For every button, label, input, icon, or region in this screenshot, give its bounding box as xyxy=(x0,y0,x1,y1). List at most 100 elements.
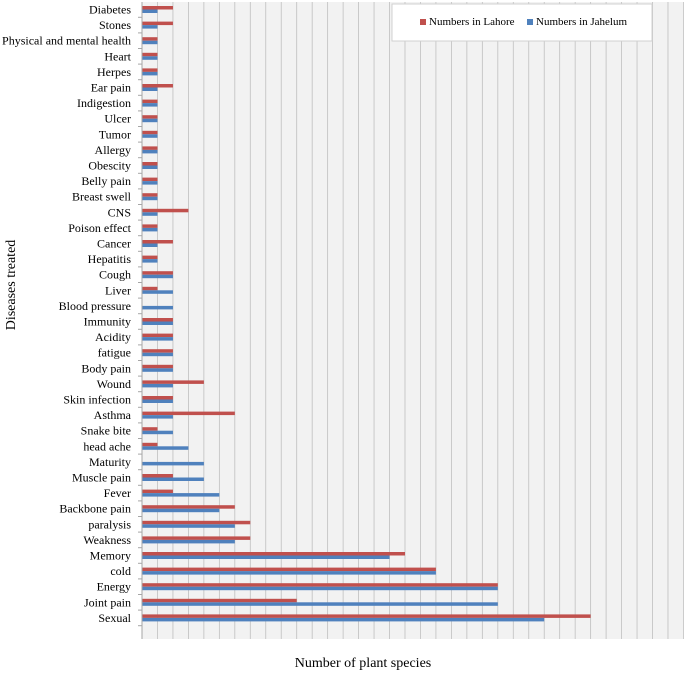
bar-jahelum xyxy=(142,430,173,435)
bar-lahore xyxy=(142,614,591,618)
bar-jahelum xyxy=(142,40,158,45)
legend-box xyxy=(391,3,653,42)
bar-lahore xyxy=(142,474,173,478)
bar-lahore xyxy=(142,115,158,119)
bar-lahore xyxy=(142,208,189,213)
category-label: Energy xyxy=(97,580,131,594)
category-label: paralysis xyxy=(88,517,131,531)
bar-lahore xyxy=(142,52,158,57)
bar-lahore xyxy=(142,489,173,494)
category-label: Ulcer xyxy=(104,112,131,126)
category-label: Sexual xyxy=(98,611,131,625)
bar-lahore xyxy=(142,84,173,88)
bar-lahore xyxy=(142,583,498,587)
bar-lahore xyxy=(142,505,235,509)
bar-lahore xyxy=(142,130,158,135)
bar-jahelum xyxy=(142,212,158,216)
category-label: Obescity xyxy=(88,159,131,173)
bar-jahelum xyxy=(142,9,158,13)
bar-lahore xyxy=(142,333,173,338)
bar-jahelum xyxy=(142,493,220,497)
bar-jahelum xyxy=(142,71,158,76)
bar-lahore xyxy=(142,224,158,228)
bar-lahore xyxy=(142,598,297,603)
bar-lahore xyxy=(142,255,158,260)
bar-jahelum xyxy=(142,602,498,606)
bar-jahelum xyxy=(142,321,173,325)
category-label: Tumor xyxy=(99,127,131,141)
category-label: Fever xyxy=(104,486,131,500)
bar-lahore xyxy=(142,193,158,197)
category-label: cold xyxy=(110,564,131,578)
bar-jahelum xyxy=(142,383,173,388)
bar-jahelum xyxy=(142,118,158,123)
bar-lahore xyxy=(142,349,173,353)
bar-jahelum xyxy=(142,555,390,559)
category-label: Stones xyxy=(99,18,131,32)
category-label: Herpes xyxy=(97,65,131,79)
category-label: Joint pain xyxy=(84,595,131,609)
legend-swatch-jahelum xyxy=(527,19,533,25)
grid-lines xyxy=(157,2,684,639)
bar-jahelum xyxy=(142,227,158,232)
bar-lahore xyxy=(142,177,158,182)
bar-jahelum xyxy=(142,259,158,263)
category-label: head ache xyxy=(83,439,131,453)
bar-jahelum xyxy=(142,368,173,372)
bar-lahore xyxy=(142,21,173,26)
bar-lahore xyxy=(142,240,173,244)
bar-jahelum xyxy=(142,617,545,622)
bar-lahore xyxy=(142,411,235,416)
x-axis-title: Number of plant species xyxy=(295,656,431,671)
bar-jahelum xyxy=(142,181,158,185)
bar-jahelum xyxy=(142,508,220,513)
bars xyxy=(142,6,591,622)
category-label: CNS xyxy=(108,205,131,219)
bar-lahore xyxy=(142,520,251,525)
category-label: Weakness xyxy=(83,533,131,547)
bar-lahore xyxy=(142,442,158,447)
legend: Numbers in Lahore Numbers in Jahelum xyxy=(391,3,653,42)
legend-label-jahelum: Numbers in Jahelum xyxy=(536,16,627,28)
bar-jahelum xyxy=(142,399,173,403)
category-label: Snake bite xyxy=(81,424,131,438)
bar-lahore xyxy=(142,427,158,431)
bar-jahelum xyxy=(142,56,158,60)
category-label: Physical and mental health xyxy=(2,34,131,48)
bar-lahore xyxy=(142,6,173,10)
category-label: Acidity xyxy=(95,330,131,344)
category-label: Skin infection xyxy=(63,393,131,407)
bar-lahore xyxy=(142,286,158,291)
category-label: Heart xyxy=(104,49,131,63)
bar-jahelum xyxy=(142,477,204,481)
bar-jahelum xyxy=(142,586,498,591)
category-label: Memory xyxy=(90,549,131,563)
bar-jahelum xyxy=(142,461,204,466)
category-label: Maturity xyxy=(89,455,131,469)
bar-lahore xyxy=(142,536,251,540)
category-label: Asthma xyxy=(94,408,132,422)
bar-lahore xyxy=(142,380,204,384)
bar-jahelum xyxy=(142,352,173,357)
category-label: Indigestion xyxy=(77,96,131,110)
bar-jahelum xyxy=(142,25,158,29)
category-label: Body pain xyxy=(81,361,131,375)
category-label: Wound xyxy=(97,377,131,391)
category-label: Blood pressure xyxy=(59,299,131,313)
bar-jahelum xyxy=(142,149,158,154)
category-label: Diabetes xyxy=(89,3,131,17)
bar-lahore xyxy=(142,162,158,166)
category-label: Immunity xyxy=(84,315,131,329)
bar-lahore xyxy=(142,68,158,72)
bar-jahelum xyxy=(142,337,173,341)
legend-label-lahore: Numbers in Lahore xyxy=(429,16,515,28)
bar-lahore xyxy=(142,271,173,275)
bar-lahore xyxy=(142,99,158,104)
bar-jahelum xyxy=(142,243,158,247)
bar-jahelum xyxy=(142,571,436,575)
bar-jahelum xyxy=(142,87,158,91)
category-label: Cancer xyxy=(97,237,131,251)
bar-lahore xyxy=(142,37,158,41)
